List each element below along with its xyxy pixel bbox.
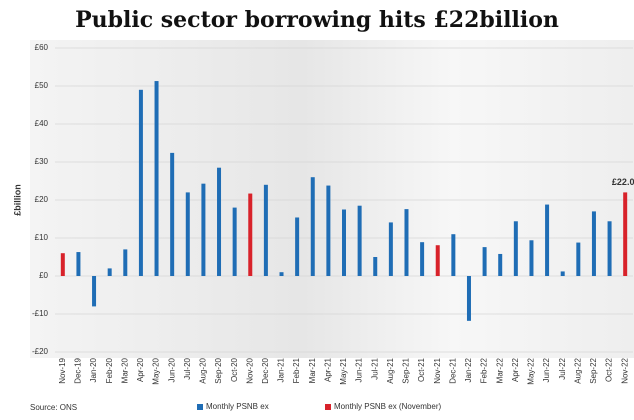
y-tick-label: £30 [35,157,49,166]
bar [310,177,315,276]
bar [138,89,143,276]
value-label: £22.0 [612,177,634,187]
bar [607,221,612,276]
x-tick-label: Nov-20 [245,357,254,383]
x-tick-label: Jun-22 [542,357,551,382]
x-tick-label: May-22 [527,357,536,384]
bar [342,209,346,276]
bar [545,204,550,276]
x-tick-label: Dec-20 [261,357,270,383]
source: Source: ONS [30,403,77,412]
x-tick-label: Jul-21 [370,357,379,379]
bar [185,192,190,276]
bar [591,211,596,276]
x-tick-label: Feb-22 [480,357,489,383]
bar [404,209,409,276]
x-tick-label: Apr-20 [136,357,145,382]
x-tick-label: Aug-21 [386,357,395,383]
x-tick-label: Jan-22 [464,357,473,382]
bar [466,276,471,321]
bar [388,222,393,276]
bar [123,249,128,276]
x-tick-label: Nov-19 [58,357,67,383]
x-tick-label: Sep-21 [402,357,411,383]
x-tick-label: Mar-22 [495,357,504,383]
bar [232,207,237,276]
y-tick-label: £40 [35,119,49,128]
y-tick-label: £10 [35,233,49,242]
chart-title: Public sector borrowing hits £22billion [75,7,559,33]
bar [279,272,284,276]
y-tick-label: £20 [35,195,49,204]
bar [482,247,487,276]
bar [263,184,268,276]
x-tick-label: Mar-21 [308,357,317,383]
legend-swatch [325,404,331,410]
bar [217,167,222,276]
bar [373,257,378,276]
bar [576,242,581,276]
bar [435,245,440,276]
bar [623,192,628,276]
bar [248,193,253,276]
bar [201,183,206,276]
y-tick-label: -£20 [32,347,49,356]
x-tick-label: Nov-22 [620,357,629,383]
bar [92,276,97,307]
bar [295,217,300,276]
bar [170,152,175,276]
x-tick-label: Feb-21 [292,357,301,383]
bar [513,221,518,276]
x-tick-label: Dec-19 [74,357,83,383]
bar [107,268,112,276]
x-tick-label: Apr-21 [323,357,332,382]
x-tick-label: Jan-21 [277,357,286,382]
x-tick-label: Jun-21 [355,357,364,382]
y-axis-label: £billion [12,184,22,216]
legend-label: Monthly PSNB ex [206,402,269,411]
bar [76,252,81,276]
x-tick-label: Jan-20 [89,357,98,382]
bar [60,253,65,276]
bar [498,253,503,276]
bar [326,185,331,276]
y-tick-label: £60 [35,43,49,52]
bar [357,205,362,276]
x-tick-label: Sep-22 [589,357,598,383]
x-tick-label: Aug-22 [573,357,582,383]
legend-swatch [197,404,203,410]
x-tick-label: Oct-21 [417,357,426,382]
y-tick-label: -£10 [32,309,49,318]
plot-background [30,40,634,358]
bar [529,240,534,276]
bar [154,81,159,276]
x-tick-label: Jul-20 [183,357,192,379]
x-tick-label: Sep-20 [214,357,223,383]
bar [420,242,425,276]
legend-label: Monthly PSNB ex (November) [334,402,441,411]
x-tick-label: Aug-20 [199,357,208,383]
y-tick-label: £50 [35,81,49,90]
x-tick-label: Jun-20 [167,357,176,382]
bar [560,271,565,276]
x-tick-label: May-21 [339,357,348,384]
x-tick-label: Oct-22 [605,357,614,382]
x-tick-label: Feb-20 [105,357,114,383]
x-tick-label: Jul-22 [558,357,567,379]
x-tick-label: May-20 [152,357,161,384]
x-tick-label: Apr-22 [511,357,520,382]
bar [451,234,456,276]
x-tick-label: Dec-21 [448,357,457,383]
x-tick-label: Oct-20 [230,357,239,382]
x-tick-label: Nov-21 [433,357,442,383]
x-tick-label: Mar-20 [120,357,129,383]
y-tick-label: £0 [39,271,48,280]
